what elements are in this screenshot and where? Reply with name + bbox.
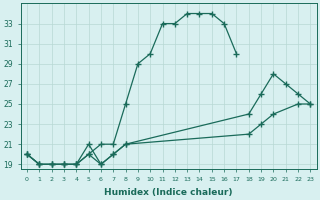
X-axis label: Humidex (Indice chaleur): Humidex (Indice chaleur) [104,188,233,197]
